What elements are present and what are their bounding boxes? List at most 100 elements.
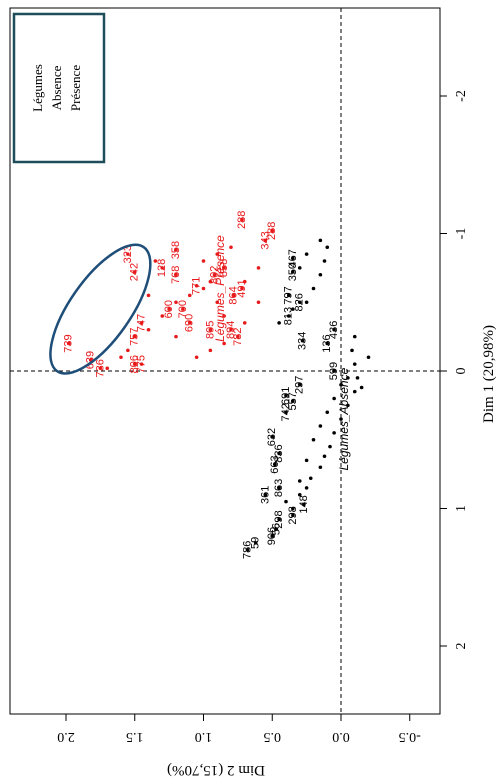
- data-point: [174, 334, 178, 339]
- data-point: [332, 431, 336, 435]
- data-point: [291, 307, 295, 311]
- data-point: [308, 476, 313, 481]
- data-point: [160, 314, 165, 318]
- point-label: 797: [283, 286, 295, 304]
- data-point: [256, 300, 261, 305]
- data-point: [242, 279, 247, 284]
- data-point: [139, 321, 144, 325]
- zero-lines: [10, 8, 440, 714]
- data-point: [291, 270, 295, 274]
- data-point: [325, 410, 330, 415]
- data-point: [352, 334, 357, 339]
- data-point: [229, 245, 233, 250]
- data-point: [322, 259, 327, 263]
- point-label: 242: [129, 263, 141, 281]
- point-label: 600: [163, 300, 175, 318]
- point-label: 59: [250, 537, 262, 549]
- point-label: 334: [296, 332, 308, 350]
- data-point: [222, 341, 226, 346]
- data-point: [194, 283, 199, 288]
- data-point: [284, 393, 288, 398]
- data-point: [311, 286, 316, 291]
- legend-box: [12, 12, 106, 164]
- point-label: 136: [321, 334, 333, 352]
- data-point: [318, 238, 323, 243]
- data-point: [229, 327, 233, 332]
- data-point: [167, 307, 171, 311]
- y-tick-label: 2.0: [57, 729, 75, 744]
- annotation-layer: [49, 243, 152, 375]
- data-point: [270, 228, 275, 233]
- point-label: 288: [266, 222, 278, 240]
- x-tick-label: 0: [454, 368, 469, 375]
- data-point: [328, 444, 332, 449]
- point-label: 361: [259, 486, 271, 504]
- data-point: [346, 376, 350, 380]
- data-point: [263, 492, 268, 497]
- point-label: 742: [280, 403, 292, 421]
- data-point: [222, 266, 226, 270]
- data-point: [291, 256, 295, 261]
- data-point: [284, 410, 288, 415]
- data-point: [286, 293, 291, 298]
- data-point: [277, 451, 281, 456]
- data-point: [256, 266, 261, 270]
- point-label: 297: [294, 376, 306, 394]
- y-tick-label: 0.0: [332, 729, 350, 744]
- point-label: 863: [273, 479, 285, 497]
- data-point: [132, 362, 137, 366]
- data-point: [215, 252, 220, 256]
- data-point: [318, 424, 323, 428]
- data-point: [263, 238, 268, 243]
- data-point: [119, 355, 123, 360]
- data-point: [160, 266, 165, 270]
- data-point: [66, 341, 71, 346]
- point-label: 771: [191, 277, 203, 295]
- data-point: [302, 502, 306, 507]
- point-label: 358: [170, 241, 182, 259]
- data-point: [286, 314, 291, 318]
- legend-entry-presence: Présence: [68, 65, 83, 111]
- data-point: [359, 385, 364, 390]
- point-label: 736: [94, 359, 106, 377]
- data-point: [222, 314, 226, 318]
- legend-entry-absence: Absence: [49, 65, 64, 110]
- data-point: [304, 300, 309, 305]
- point-label: 806: [129, 355, 141, 373]
- data-point: [318, 465, 323, 470]
- data-point: [174, 272, 178, 277]
- point-label: 128: [156, 259, 168, 277]
- x-tick-label: 2: [454, 643, 469, 650]
- data-point: [332, 369, 336, 373]
- data-point: [277, 517, 281, 522]
- point-label: 700: [177, 300, 189, 318]
- point-label: 148: [298, 495, 310, 513]
- point-label: 436: [328, 321, 340, 339]
- highlight-ellipse: [49, 243, 152, 375]
- point-label: 491: [236, 279, 248, 297]
- point-label: 599: [328, 362, 340, 380]
- data-point: [215, 300, 220, 305]
- data-point: [208, 348, 213, 353]
- data-point: [105, 366, 110, 371]
- legend: Légumes Absence Présence: [12, 12, 106, 164]
- data-point: [366, 355, 371, 360]
- data-point: [126, 348, 130, 353]
- point-label: 350: [287, 263, 299, 281]
- y-axis: -0.5 0.0 0.5 1.0 1.5 2.0: [57, 713, 421, 744]
- point-label: 467: [287, 249, 299, 267]
- x-tick-label: -2: [454, 90, 469, 102]
- point-label: 690: [184, 314, 196, 332]
- y-tick-label: 1.0: [195, 729, 213, 744]
- data-point: [208, 279, 213, 284]
- data-point: [240, 286, 244, 291]
- data-point: [355, 376, 360, 380]
- point-label: 757: [129, 327, 141, 345]
- x-axis-label: Dim 1 (20,98%): [481, 325, 497, 423]
- point-label: 858: [218, 259, 230, 277]
- point-label: 691: [280, 387, 292, 405]
- data-point: [297, 266, 302, 270]
